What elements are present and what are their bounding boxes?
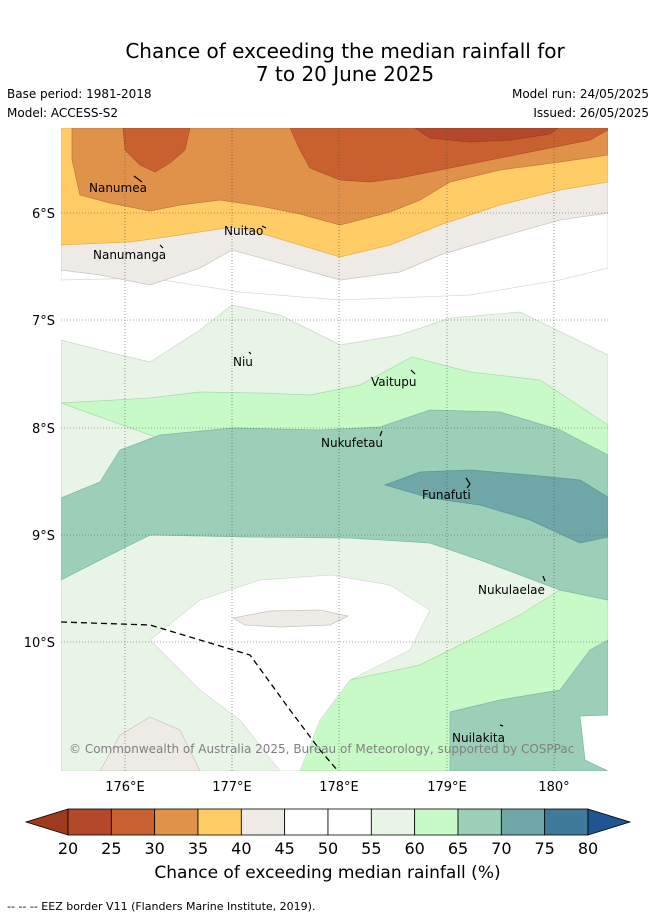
contour-sw-offwhite [99, 716, 201, 771]
title-line-2: 7 to 20 June 2025 [255, 62, 435, 86]
contour-75-80 [383, 469, 608, 544]
place-niu: Niu [233, 355, 253, 369]
map-area: Nanumea Nuitao Nanumanga Niu Vaitupu Nuk… [61, 128, 608, 771]
colorbar-segment [544, 808, 589, 836]
island-nukulaelae-marker [542, 575, 546, 582]
place-nukufetau: Nukufetau [321, 436, 383, 450]
graticule [61, 128, 608, 771]
colorbar-tick-label: 45 [274, 839, 295, 858]
lon-tick-177e: 177°E [212, 780, 252, 795]
place-nanumea: Nanumea [89, 181, 147, 195]
island-markers [133, 175, 546, 727]
colorbar-segment [370, 808, 416, 836]
issued-date: Issued: 26/05/2025 [533, 106, 649, 120]
lon-tick-178e: 178°E [319, 780, 359, 795]
colorbar-tick-label: 25 [101, 839, 122, 858]
copyright-notice: © Commonwealth of Australia 2025, Bureau… [69, 742, 574, 756]
eez-border [61, 621, 339, 771]
place-nanumanga: Nanumanga [93, 248, 166, 262]
lon-tick-176e: 176°E [105, 780, 145, 795]
colorbar [24, 808, 632, 836]
lon-tick-180: 180° [538, 780, 569, 795]
lat-tick-8s: 8°S [32, 422, 55, 437]
colorbar-tick-label: 60 [404, 839, 425, 858]
place-funafuti: Funafuti [422, 488, 471, 502]
island-nanumanga-marker [159, 244, 164, 249]
island-niu-marker [248, 351, 252, 355]
place-vaitupu: Vaitupu [371, 375, 417, 389]
lat-tick-7s: 7°S [32, 314, 55, 329]
colorbar-segment [327, 808, 372, 836]
title-line-1: Chance of exceeding the median rainfall … [125, 39, 565, 63]
colorbar-segment [500, 808, 546, 836]
island-nanumea-marker [133, 175, 143, 183]
place-nuilakita: Nuilakita [452, 731, 505, 745]
colorbar-segment [457, 808, 502, 836]
contour-south-teal [449, 639, 608, 771]
lat-tick-9s: 9°S [32, 529, 55, 544]
place-nukulaelae: Nukulaelae [478, 583, 545, 597]
contour-70-75 [61, 409, 608, 601]
colorbar-segment [110, 808, 156, 836]
island-nuitao-marker [261, 225, 267, 229]
contour-25-30-north [122, 128, 191, 173]
model-run: Model run: 24/05/2025 [511, 87, 649, 101]
contour-25-30-northeast [289, 128, 608, 183]
place-nuitao: Nuitao [224, 224, 263, 238]
colorbar-tick-label: 20 [57, 839, 79, 858]
colorbar-tick-label: 50 [317, 839, 339, 858]
colorbar-tick-label: 35 [187, 839, 209, 858]
colorbar-tick-label: 75 [534, 839, 555, 858]
colorbar-tick-label: 70 [491, 839, 512, 858]
contour-south-white [149, 574, 431, 771]
colorbar-extend-low [24, 808, 69, 836]
model-name: Model: ACCESS-S2 [7, 106, 119, 120]
colorbar-segment [414, 808, 459, 836]
map-title: Chance of exceeding the median rainfall … [0, 40, 655, 86]
island-funafuti-marker [465, 477, 471, 489]
lat-tick-6s: 6°S [32, 207, 55, 222]
colorbar-tick-label: 30 [144, 839, 165, 858]
colorbar-segment [197, 808, 242, 836]
colorbar-tick-label: 80 [577, 839, 599, 858]
base-period: Base period: 1981-2018 [7, 87, 152, 101]
colorbar-tick-label: 40 [231, 839, 252, 858]
lon-tick-179e: 179°E [427, 780, 467, 795]
colorbar-segment [240, 808, 286, 836]
colorbar-segment [67, 808, 112, 836]
colorbar-segment [154, 808, 199, 836]
colorbar-title: Chance of exceeding median rainfall (%) [154, 863, 501, 883]
colorbar-extend-high [587, 808, 632, 836]
contour-20-25 [414, 128, 559, 143]
colorbar-tick-label: 65 [447, 839, 469, 858]
colorbar-segment [284, 808, 329, 836]
lat-tick-10s: 10°S [24, 636, 55, 651]
eez-legend: -- -- -- EEZ border V11 (Flanders Marine… [7, 900, 316, 913]
colorbar-tick-label: 55 [361, 839, 382, 858]
island-nuilakita-marker [499, 724, 504, 727]
island-nukufetau-marker [379, 430, 383, 437]
island-vaitupu-marker [410, 369, 416, 375]
